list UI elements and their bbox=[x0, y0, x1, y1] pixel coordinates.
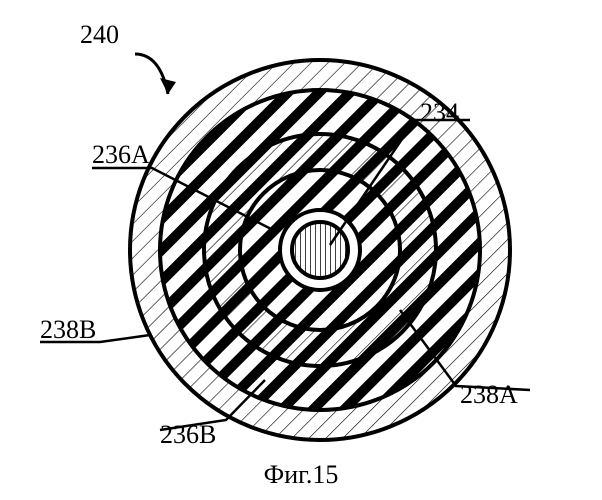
label-236A: 236A bbox=[92, 140, 150, 170]
label-234: 234 bbox=[420, 98, 459, 128]
label-238A: 238A bbox=[460, 380, 518, 410]
label-240: 240 bbox=[80, 20, 119, 50]
label-238B: 238B bbox=[40, 315, 96, 345]
figure-caption: Фиг.15 bbox=[0, 460, 602, 490]
label-236B: 236B bbox=[160, 420, 216, 450]
ref-arrow-240 bbox=[135, 54, 168, 94]
figure-canvas: 240 234 236A 238B 236B 238A Фиг.15 bbox=[0, 0, 602, 500]
diagram-svg bbox=[0, 0, 602, 500]
ref-arrowhead-240 bbox=[160, 78, 176, 94]
